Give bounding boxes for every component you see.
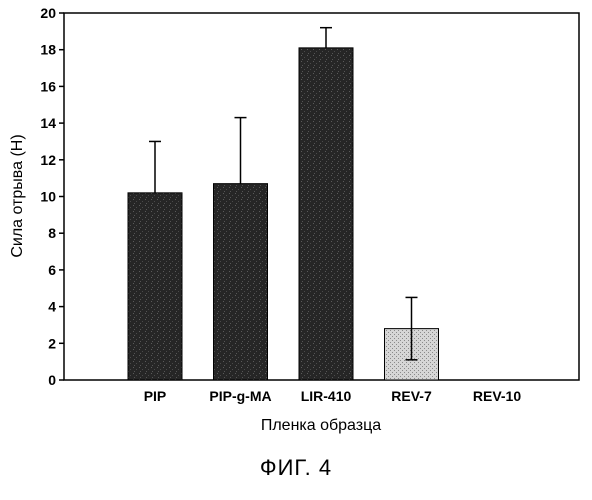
bar-chart: 0 2 4 6 8 10 12 14 16 18 20 PIP PIP-g-MA LIR-410 REV-… [0, 0, 592, 450]
x-tick-label: PIP [144, 388, 167, 404]
y-tick-label: 10 [40, 189, 56, 205]
y-tick-label: 18 [40, 42, 56, 58]
y-tick-label: 20 [40, 5, 56, 21]
bar-pip-g-ma [214, 184, 268, 380]
x-tick-label: REV-7 [391, 388, 432, 404]
x-tick-label: LIR-410 [301, 388, 352, 404]
y-axis-title: Сила отрыва (Н) [9, 134, 26, 257]
x-tick-label: PIP-g-MA [209, 388, 271, 404]
bars [128, 28, 439, 380]
y-tick-label: 14 [40, 115, 56, 131]
x-axis: PIP PIP-g-MA LIR-410 REV-7 REV-10 [144, 388, 522, 404]
y-tick-label: 4 [48, 299, 56, 315]
figure-caption: ФИГ. 4 [0, 455, 592, 481]
x-axis-title: Пленка образца [261, 417, 381, 434]
bar-pip [128, 193, 182, 380]
y-tick-label: 2 [48, 335, 56, 351]
y-tick-label: 12 [40, 152, 56, 168]
x-tick-label: REV-10 [473, 388, 521, 404]
y-tick-label: 8 [48, 225, 56, 241]
y-tick-label: 6 [48, 262, 56, 278]
bar-lir-410 [299, 48, 353, 380]
y-axis: 0 2 4 6 8 10 12 14 16 18 20 [40, 5, 64, 388]
y-tick-label: 0 [48, 372, 56, 388]
y-tick-label: 16 [40, 78, 56, 94]
